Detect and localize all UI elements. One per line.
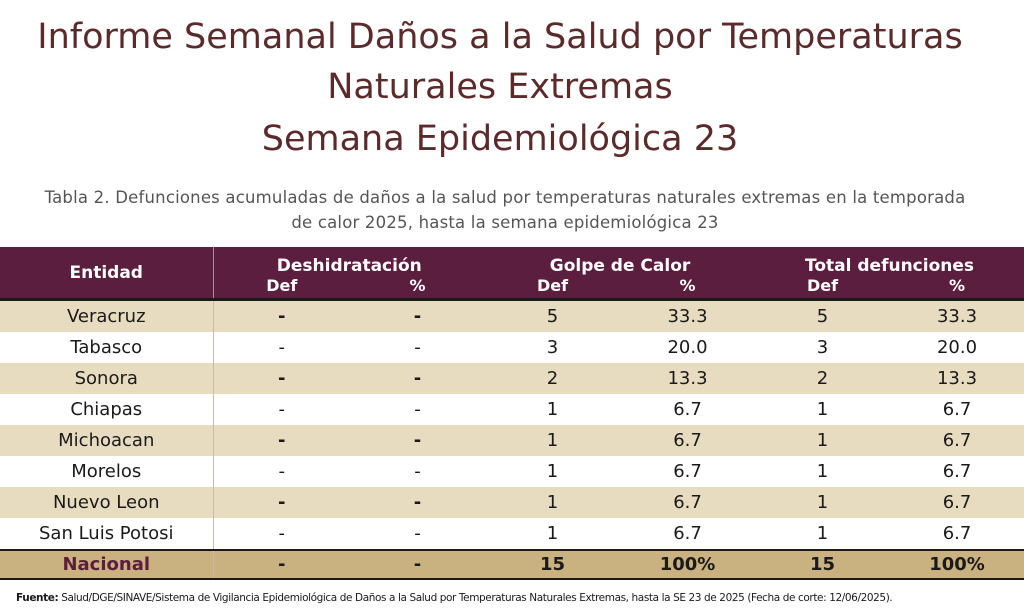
cell-total-def: 15 (809, 554, 836, 575)
cell-deshidratacion-pct: - (413, 306, 422, 327)
cell-deshidratacion-def: - (278, 492, 286, 513)
cell-total-pct: 6.7 (942, 399, 972, 420)
cell-total-def: 1 (816, 523, 829, 544)
cell-golpe-pct: 100% (659, 554, 716, 575)
cell-deshidratacion-pct: - (414, 523, 421, 544)
table-row: Tabasco - - 3 20.0 3 20.0 (0, 332, 1024, 363)
cell-entidad: San Luis Potosi (0, 518, 214, 550)
cell-total-pct: 6.7 (942, 492, 972, 513)
cell-total-def: 1 (816, 399, 829, 420)
cell-entidad: Veracruz (0, 299, 214, 332)
table-caption-line-2: de calor 2025, hasta la semana epidemiol… (291, 213, 719, 232)
cell-total-pct: 20.0 (936, 337, 978, 358)
cell-deshidratacion-def: - (278, 368, 286, 389)
report-title-line-1: Informe Semanal Daños a la Salud por Tem… (37, 17, 963, 57)
cell-total-def: 5 (816, 306, 829, 327)
subheader-pct: % (409, 276, 426, 295)
subheader-def: Def (806, 276, 839, 295)
cell-golpe-def: 1 (546, 461, 559, 482)
cell-golpe-pct: 13.3 (667, 368, 708, 389)
report-title-line-2: Naturales Extremas (327, 67, 673, 107)
cell-total-pct: 6.7 (942, 523, 972, 544)
cell-golpe-pct: 6.7 (673, 430, 702, 451)
cell-total-pct: 13.3 (936, 368, 978, 389)
table-row: Nuevo Leon - - 1 6.7 1 6.7 (0, 487, 1024, 518)
subheader-def: Def (266, 276, 298, 295)
cell-entidad: Morelos (0, 456, 214, 487)
cell-golpe-pct: 6.7 (673, 461, 702, 482)
total-row: Nacional - - 15 100% 15 100% (0, 550, 1024, 579)
cell-total-def: 2 (816, 368, 829, 389)
table-row: Sonora - - 2 13.3 2 13.3 (0, 363, 1024, 394)
table-caption-line-1: Tabla 2. Defunciones acumuladas de daños… (44, 188, 966, 207)
table-header: Entidad Deshidratación Golpe de Calor To… (0, 247, 1024, 300)
cell-entidad: Chiapas (0, 394, 214, 425)
cell-entidad: Tabasco (0, 332, 214, 363)
cell-total-pct: 100% (929, 554, 985, 575)
cell-golpe-def: 1 (546, 399, 559, 420)
cell-deshidratacion-pct: - (413, 430, 422, 451)
source-text: Salud/DGE/SINAVE/Sistema de Vigilancia E… (61, 592, 893, 604)
cell-deshidratacion-def: - (278, 523, 286, 544)
cell-deshidratacion-def: - (278, 554, 286, 575)
cell-deshidratacion-def: - (278, 337, 286, 358)
cell-deshidratacion-pct: - (414, 399, 421, 420)
subheader-pct: % (679, 276, 696, 295)
subheader-def: Def (536, 276, 569, 295)
cell-total-pct: 6.7 (942, 461, 972, 482)
report-title-line-3: Semana Epidemiológica 23 (261, 119, 739, 159)
cell-golpe-pct: 6.7 (673, 492, 702, 513)
cell-entidad: Nuevo Leon (0, 487, 214, 518)
cell-golpe-pct: 6.7 (673, 399, 702, 420)
table-row: Veracruz - - 5 33.3 5 33.3 (0, 299, 1024, 332)
table-row: San Luis Potosi - - 1 6.7 1 6.7 (0, 518, 1024, 550)
cell-golpe-def: 15 (539, 554, 566, 575)
cell-total-def: 1 (816, 430, 829, 451)
cell-total-pct: 6.7 (942, 430, 972, 451)
header-total-defunciones: Total defunciones (805, 256, 975, 276)
cell-golpe-pct: 33.3 (667, 306, 708, 327)
cell-entidad-nacional: Nacional (0, 550, 214, 579)
subheader-pct: % (949, 276, 966, 295)
cell-deshidratacion-pct: - (414, 337, 421, 358)
cell-deshidratacion-pct: - (413, 554, 422, 575)
cell-total-def: 3 (816, 337, 829, 358)
source-note: Fuente: Salud/DGE/SINAVE/Sistema de Vigi… (16, 592, 893, 604)
cell-deshidratacion-def: - (278, 399, 286, 420)
cell-golpe-pct: 20.0 (667, 337, 708, 358)
cell-deshidratacion-pct: - (413, 492, 422, 513)
deaths-table: Entidad Deshidratación Golpe de Calor To… (0, 247, 1024, 580)
cell-golpe-def: 2 (546, 368, 559, 389)
table-body: Veracruz - - 5 33.3 5 33.3 Tabasco - - 3… (0, 299, 1024, 579)
cell-golpe-def: 1 (546, 430, 559, 451)
cell-total-def: 1 (816, 492, 829, 513)
cell-golpe-def: 3 (546, 337, 559, 358)
cell-deshidratacion-def: - (278, 430, 286, 451)
cell-total-def: 1 (816, 461, 829, 482)
table-row: Morelos - - 1 6.7 1 6.7 (0, 456, 1024, 487)
table-row: Michoacan - - 1 6.7 1 6.7 (0, 425, 1024, 456)
cell-deshidratacion-def: - (278, 461, 286, 482)
cell-deshidratacion-pct: - (413, 368, 422, 389)
header-entidad: Entidad (0, 247, 214, 300)
table-row: Chiapas - - 1 6.7 1 6.7 (0, 394, 1024, 425)
cell-deshidratacion-pct: - (414, 461, 421, 482)
cell-golpe-def: 1 (546, 492, 559, 513)
cell-entidad: Sonora (0, 363, 214, 394)
header-golpe-de-calor: Golpe de Calor (549, 256, 691, 276)
cell-deshidratacion-def: - (278, 306, 286, 327)
cell-golpe-def: 1 (546, 523, 559, 544)
cell-golpe-def: 5 (546, 306, 559, 327)
source-label: Fuente: (16, 592, 59, 604)
cell-total-pct: 33.3 (936, 306, 978, 327)
cell-golpe-pct: 6.7 (673, 523, 702, 544)
header-deshidratacion: Deshidratación (276, 256, 422, 276)
cell-entidad: Michoacan (0, 425, 214, 456)
